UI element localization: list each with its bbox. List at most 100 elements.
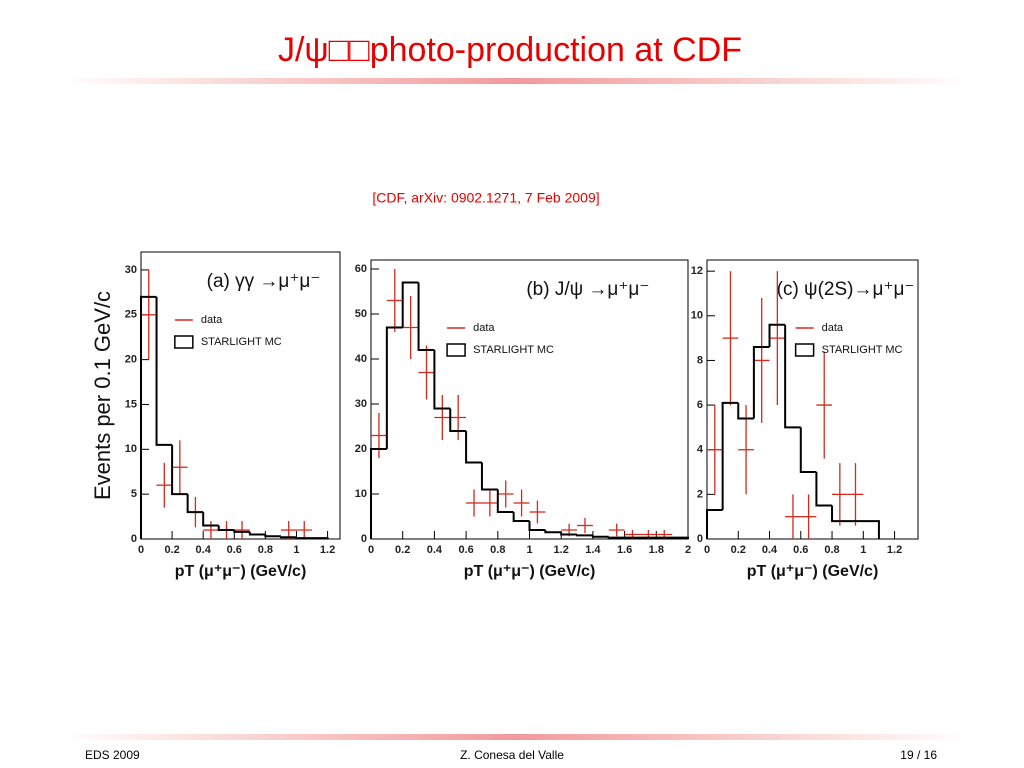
y-tick-label: 6: [697, 399, 703, 411]
plot-frame: [706, 259, 919, 540]
mc-bin: [202, 512, 219, 527]
mc-bin: [279, 536, 297, 539]
x-tick-label: 0.4: [427, 544, 443, 556]
y-tick-label: 2: [697, 488, 703, 500]
y-tick-label: 8: [697, 354, 703, 366]
mc-bin: [264, 534, 281, 538]
mc-bin: [155, 296, 173, 446]
y-axis-label: Events per 0.1 GeV/c: [90, 291, 115, 500]
legend-label: data: [822, 322, 844, 334]
mc-bin: [799, 427, 817, 474]
mc-bin: [370, 448, 387, 539]
x-tick-label: 0.8: [258, 544, 273, 556]
mc-bin: [591, 535, 609, 538]
y-tick-label: 30: [125, 264, 137, 276]
plot-frame: [140, 251, 341, 540]
x-tick-label: 1: [860, 544, 866, 556]
mc-bin: [721, 401, 739, 510]
y-tick-label: 0: [697, 533, 703, 545]
legend-swatch: [794, 343, 815, 357]
x-tick-label: 0.8: [490, 544, 505, 556]
y-tick-label: 0: [131, 533, 137, 545]
y-tick-label: 10: [125, 443, 137, 455]
footer-rule: [60, 734, 970, 740]
mc-bin: [752, 346, 770, 419]
legend-swatch: [446, 343, 466, 357]
legend-swatch: [174, 335, 194, 349]
mc-bin: [186, 494, 204, 514]
slide-title: J/ψ□□photo-production at CDF: [278, 31, 742, 69]
mc-bin: [607, 536, 689, 539]
y-tick-label: 10: [355, 488, 367, 500]
x-tick-label: 0.2: [164, 544, 179, 556]
legend-label: data: [473, 322, 495, 334]
x-tick-label: 0: [368, 544, 374, 556]
x-tick-label: 1.2: [887, 544, 902, 556]
y-tick-label: 12: [691, 265, 703, 277]
y-tick-label: 50: [355, 308, 367, 320]
mc-bin: [385, 326, 403, 449]
legend-label: STARLIGHT MC: [201, 336, 282, 348]
mc-bin: [480, 462, 498, 491]
y-tick-label: 20: [125, 354, 137, 366]
x-tick-label: 1.4: [585, 544, 601, 556]
mc-bin: [312, 537, 329, 540]
mc-bin: [401, 281, 419, 328]
mc-bin: [217, 525, 235, 532]
legend-label: data: [201, 314, 223, 326]
x-tick-label: 0.2: [395, 544, 410, 556]
legend-label: STARLIGHT MC: [473, 344, 554, 356]
y-tick-label: 40: [355, 353, 367, 365]
x-tick-label: 1.6: [617, 544, 632, 556]
mc-bin: [171, 444, 188, 496]
y-tick-label: 0: [361, 533, 367, 545]
mc-bin: [737, 402, 754, 420]
chart-title: (b) J/ψ →μ⁺μ⁻: [526, 279, 649, 300]
x-tick-label: 1: [293, 544, 299, 556]
footer-right: 19 / 16: [900, 748, 937, 762]
y-tick-label: 4: [697, 444, 704, 456]
x-tick-label: 0.6: [793, 544, 808, 556]
mc-bin: [560, 532, 578, 536]
mc-bin: [248, 531, 266, 536]
mc-bin: [784, 324, 801, 429]
mc-bin: [295, 537, 313, 540]
mc-bin: [496, 489, 514, 513]
x-tick-label: 1: [526, 544, 532, 556]
mc-bin: [831, 505, 880, 539]
mc-bin: [140, 295, 157, 539]
y-tick-label: 30: [355, 398, 367, 410]
mc-bin: [544, 530, 562, 534]
title-rule: [60, 78, 970, 84]
x-tick-label: 1.2: [320, 544, 335, 556]
footer-left: EDS 2009: [85, 748, 140, 762]
y-tick-label: 15: [125, 398, 137, 410]
mc-bin: [433, 350, 451, 410]
y-tick-label: 20: [355, 443, 367, 455]
mc-bin: [576, 534, 593, 537]
y-tick-label: 25: [125, 309, 137, 321]
mc-bin: [465, 431, 482, 464]
y-tick-label: 10: [691, 310, 703, 322]
mc-bin: [233, 530, 250, 533]
x-tick-label: 0.6: [227, 544, 242, 556]
x-tick-label: 2: [685, 544, 691, 556]
mc-bin: [512, 512, 530, 522]
mc-bin: [768, 323, 786, 348]
y-tick-label: 5: [131, 488, 137, 500]
x-tick-label: 0.2: [731, 544, 746, 556]
footer-center: Z. Conesa del Valle: [460, 748, 564, 762]
x-tick-label: 0.4: [762, 544, 778, 556]
chart-title: (c) ψ(2S)→μ⁺μ⁻: [777, 279, 915, 300]
mc-bin: [417, 282, 435, 351]
x-tick-label: 0.4: [196, 544, 212, 556]
x-axis-label: pT (μ⁺μ⁻) (GeV/c): [464, 563, 596, 580]
x-axis-label: pT (μ⁺μ⁻) (GeV/c): [175, 563, 307, 580]
mc-bin: [706, 508, 723, 539]
x-tick-label: 0.8: [824, 544, 839, 556]
x-tick-label: 1.2: [554, 544, 569, 556]
x-tick-label: 0.6: [458, 544, 473, 556]
x-tick-label: 0: [138, 544, 144, 556]
x-axis-label: pT (μ⁺μ⁻) (GeV/c): [747, 563, 879, 580]
